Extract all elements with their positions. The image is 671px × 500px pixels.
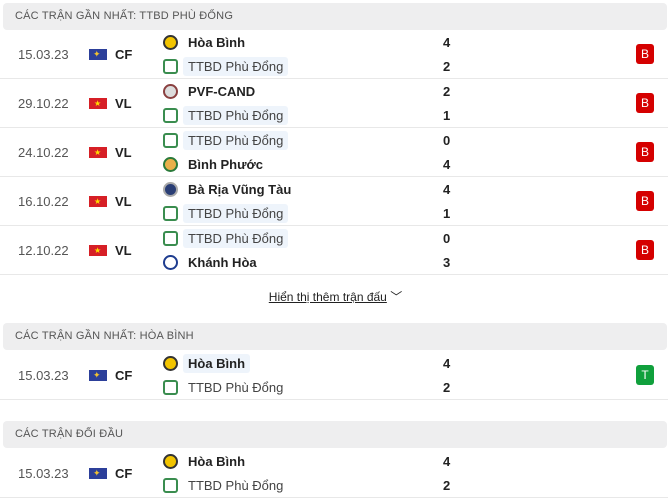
home-score: 4 <box>443 454 451 469</box>
match-row[interactable]: 12.10.22 VL TTBD Phù Đổng Khánh Hòa 0 3 … <box>0 226 668 275</box>
international-flag-icon <box>89 370 107 381</box>
away-score: 2 <box>443 478 451 493</box>
team-logo-icon <box>163 58 178 74</box>
team-logo-icon <box>163 107 178 123</box>
home-score: 4 <box>443 356 451 371</box>
team-logo-icon <box>163 355 178 371</box>
vietnam-flag-icon <box>89 196 107 207</box>
match-date: 15.03.23 <box>18 47 69 62</box>
match-row[interactable]: 29.10.22 VL PVF-CAND TTBD Phù Đổng 2 1 B <box>0 79 668 128</box>
league-code: VL <box>115 96 132 111</box>
team-name: Bình Phước <box>188 156 263 172</box>
away-team[interactable]: Khánh Hòa <box>163 252 262 272</box>
team-name: Bà Rịa Vũng Tàu <box>188 181 292 197</box>
team-name: TTBD Phù Đổng <box>183 105 289 125</box>
team-logo-icon <box>163 83 178 99</box>
result-badge: B <box>636 93 654 113</box>
home-score: 2 <box>443 84 451 99</box>
vietnam-flag-icon <box>89 147 107 158</box>
result-badge: B <box>636 240 654 260</box>
home-team[interactable]: Hòa Bình <box>163 353 251 373</box>
match-date: 16.10.22 <box>18 194 69 209</box>
home-score: 4 <box>443 35 451 50</box>
team-name: TTBD Phù Đổng <box>183 228 289 248</box>
match-row[interactable]: 15.03.23 CF Hòa Bình TTBD Phù Đổng 4 2 T <box>0 351 668 400</box>
away-score: 2 <box>443 380 451 395</box>
international-flag-icon <box>89 468 107 479</box>
home-team[interactable]: Hòa Bình <box>163 32 250 52</box>
match-row[interactable]: 16.10.22 VL Bà Rịa Vũng Tàu TTBD Phù Đổn… <box>0 177 668 226</box>
away-score: 1 <box>443 108 451 123</box>
match-date: 15.03.23 <box>18 466 69 481</box>
league-code: VL <box>115 145 132 160</box>
away-score: 1 <box>443 206 451 221</box>
team-name: Hòa Bình <box>188 453 246 469</box>
league-code: CF <box>115 47 133 62</box>
match-date: 15.03.23 <box>18 368 69 383</box>
home-team[interactable]: Hòa Bình <box>163 451 250 471</box>
team-name: TTBD Phù Đổng <box>183 130 289 150</box>
team-name: Hòa Bình <box>188 34 246 50</box>
match-row[interactable]: 15.03.23 CF Hòa Bình TTBD Phù Đổng 4 2 B <box>0 30 668 79</box>
home-team[interactable]: TTBD Phù Đổng <box>163 130 289 150</box>
vietnam-flag-icon <box>89 245 107 256</box>
home-score: 4 <box>443 182 451 197</box>
section-header: CÁC TRẬN GẦN NHẤT: HÒA BÌNH <box>3 323 667 350</box>
away-team[interactable]: TTBD Phù Đổng <box>163 475 288 495</box>
team-logo-icon <box>163 34 178 50</box>
team-name: TTBD Phù Đổng <box>188 379 284 395</box>
section-header: CÁC TRẬN GẦN NHẤT: TTBD PHÙ ĐỔNG <box>3 3 667 30</box>
result-badge: B <box>636 191 654 211</box>
away-score: 4 <box>443 157 451 172</box>
home-score: 0 <box>443 231 451 246</box>
away-team[interactable]: TTBD Phù Đổng <box>163 203 289 223</box>
result-badge: T <box>636 365 654 385</box>
chevron-down-icon[interactable]: ﹀ <box>390 290 403 304</box>
result-badge: B <box>636 142 654 162</box>
vietnam-flag-icon <box>89 98 107 109</box>
league-code: VL <box>115 194 132 209</box>
league-code: VL <box>115 243 132 258</box>
match-row[interactable]: 15.03.23 CF Hòa Bình TTBD Phù Đổng 4 2 <box>0 449 668 498</box>
team-logo-icon <box>163 132 178 148</box>
away-team[interactable]: TTBD Phù Đổng <box>163 105 289 125</box>
match-date: 29.10.22 <box>18 96 69 111</box>
home-team[interactable]: PVF-CAND <box>163 81 260 101</box>
home-score: 0 <box>443 133 451 148</box>
home-team[interactable]: TTBD Phù Đổng <box>163 228 289 248</box>
match-row[interactable]: 24.10.22 VL TTBD Phù Đổng Bình Phước 0 4… <box>0 128 668 177</box>
section-header: CÁC TRẬN ĐỐI ĐẦU <box>3 421 667 448</box>
league-code: CF <box>115 368 133 383</box>
team-logo-icon <box>163 254 178 270</box>
team-logo-icon <box>163 453 178 469</box>
away-team[interactable]: TTBD Phù Đổng <box>163 377 288 397</box>
team-name: TTBD Phù Đổng <box>183 203 289 223</box>
team-name: TTBD Phù Đổng <box>183 56 289 76</box>
result-badge: B <box>636 44 654 64</box>
team-logo-icon <box>163 181 178 197</box>
league-code: CF <box>115 466 133 481</box>
team-logo-icon <box>163 205 178 221</box>
team-logo-icon <box>163 379 178 395</box>
team-logo-icon <box>163 230 178 246</box>
team-name: PVF-CAND <box>188 83 256 99</box>
team-logo-icon <box>163 477 178 493</box>
international-flag-icon <box>89 49 107 60</box>
team-name: Hòa Bình <box>183 353 251 373</box>
match-date: 24.10.22 <box>18 145 69 160</box>
team-logo-icon <box>163 156 178 172</box>
team-name: Khánh Hòa <box>188 254 257 270</box>
away-score: 2 <box>443 59 451 74</box>
show-more-link[interactable]: Hiển thị thêm trận đấu <box>268 290 387 304</box>
away-team[interactable]: TTBD Phù Đổng <box>163 56 289 76</box>
match-date: 12.10.22 <box>18 243 69 258</box>
away-score: 3 <box>443 255 451 270</box>
show-more-link-wrap: Hiển thị thêm trận đấu ﹀ <box>0 288 671 305</box>
home-team[interactable]: Bà Rịa Vũng Tàu <box>163 179 296 199</box>
team-name: TTBD Phù Đổng <box>188 477 284 493</box>
away-team[interactable]: Bình Phước <box>163 154 268 174</box>
